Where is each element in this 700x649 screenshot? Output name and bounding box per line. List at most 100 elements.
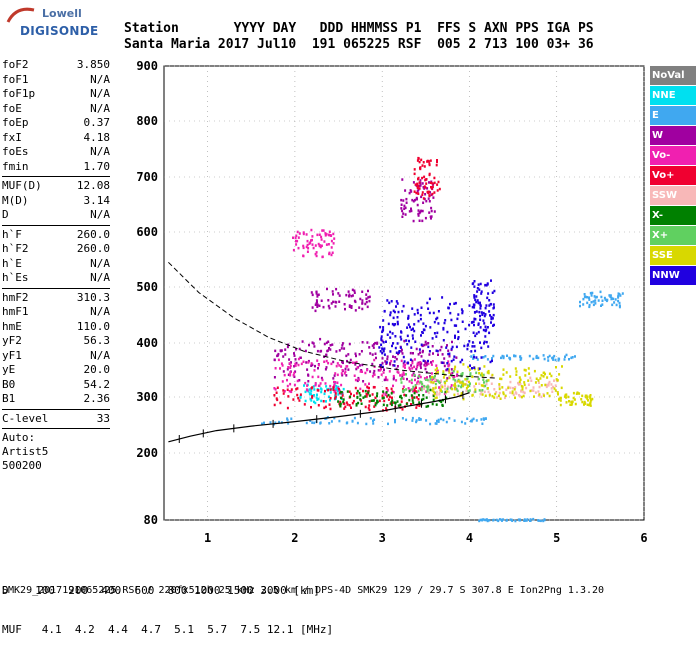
echo-point xyxy=(477,367,480,370)
echo-point xyxy=(481,389,484,392)
echo-point xyxy=(423,377,426,380)
echo-point xyxy=(484,329,487,333)
echo-point xyxy=(482,356,485,359)
echo-point xyxy=(327,304,330,308)
echo-point xyxy=(303,403,306,406)
echo-point xyxy=(395,367,398,371)
echo-point xyxy=(402,199,405,202)
echo-point xyxy=(455,356,458,359)
echo-point xyxy=(613,301,616,304)
echo-point xyxy=(467,389,470,393)
echo-point xyxy=(479,318,482,321)
echo-point xyxy=(313,400,315,404)
echo-point xyxy=(433,392,436,396)
echo-point xyxy=(484,313,487,316)
echo-point xyxy=(388,370,391,373)
echo-point xyxy=(430,372,433,375)
echo-point xyxy=(415,396,418,399)
echo-point xyxy=(296,387,299,390)
echo-point xyxy=(410,209,413,213)
echo-point xyxy=(275,391,278,394)
echo-point xyxy=(441,353,444,356)
echo-point xyxy=(310,389,313,393)
echo-point xyxy=(480,290,483,293)
echo-point xyxy=(519,394,521,398)
echo-point xyxy=(570,356,573,360)
echo-point xyxy=(457,313,460,316)
echo-point xyxy=(466,379,468,383)
echo-point xyxy=(519,355,522,358)
echo-point xyxy=(528,354,531,358)
echo-point xyxy=(430,217,432,220)
echo-point xyxy=(427,345,430,349)
echo-point xyxy=(464,378,467,381)
echo-point xyxy=(392,376,395,379)
param-row: foF1p N/A xyxy=(2,87,110,102)
echo-point xyxy=(324,234,327,237)
echo-point xyxy=(365,293,368,296)
echo-point xyxy=(617,294,620,298)
echo-point xyxy=(518,519,521,522)
echo-point xyxy=(318,233,321,236)
echo-point xyxy=(430,209,433,213)
echo-point xyxy=(442,418,445,422)
echo-point xyxy=(361,301,364,305)
echo-point xyxy=(304,381,307,385)
echo-point xyxy=(476,299,479,302)
echo-point xyxy=(479,373,482,377)
echo-point xyxy=(383,309,386,313)
echo-point xyxy=(443,357,446,360)
echo-point xyxy=(508,356,511,360)
echo-point xyxy=(397,310,400,314)
echo-point xyxy=(446,377,449,380)
param-value: 12.08 xyxy=(76,179,110,192)
echo-point xyxy=(419,351,421,354)
param-row: hmF1 N/A xyxy=(2,305,110,320)
echo-point xyxy=(350,392,352,396)
echo-point xyxy=(490,315,493,319)
echo-point xyxy=(521,385,524,389)
echo-point xyxy=(432,381,435,384)
echo-point xyxy=(430,206,433,210)
echo-point xyxy=(557,393,559,396)
param-name: hmF1 xyxy=(2,305,29,318)
echo-point xyxy=(460,384,463,387)
echo-point xyxy=(426,389,429,393)
echo-point xyxy=(378,399,381,403)
echo-point xyxy=(399,374,402,377)
echo-point xyxy=(353,289,356,292)
echo-point xyxy=(421,176,424,180)
echo-point xyxy=(597,299,600,302)
echo-point xyxy=(390,403,393,407)
echo-point xyxy=(355,354,357,358)
echo-point xyxy=(448,375,451,378)
echo-point xyxy=(467,365,470,369)
echo-point xyxy=(402,355,405,359)
echo-point xyxy=(457,384,460,388)
echo-point xyxy=(388,301,391,305)
param-value: N/A xyxy=(90,208,110,221)
echo-point xyxy=(394,346,397,350)
param-row: foEp 0.37 xyxy=(2,116,110,131)
echo-point xyxy=(588,305,591,309)
echo-point xyxy=(472,320,475,323)
echo-point xyxy=(276,386,279,389)
echo-point xyxy=(434,382,437,386)
echo-point xyxy=(413,168,416,171)
echo-point xyxy=(595,295,598,299)
echo-point xyxy=(287,373,290,376)
echo-point xyxy=(476,287,479,290)
echo-point xyxy=(412,385,415,389)
echo-point xyxy=(514,354,517,358)
echo-point xyxy=(316,295,319,298)
echo-point xyxy=(455,387,458,391)
echo-point xyxy=(484,384,487,388)
echo-point xyxy=(603,296,606,300)
echo-point xyxy=(452,370,455,373)
echo-point xyxy=(444,387,447,391)
echo-point xyxy=(611,303,614,307)
echo-point xyxy=(397,404,400,407)
echo-point xyxy=(411,396,414,400)
param-value: N/A xyxy=(90,348,110,362)
echo-point xyxy=(552,358,555,361)
